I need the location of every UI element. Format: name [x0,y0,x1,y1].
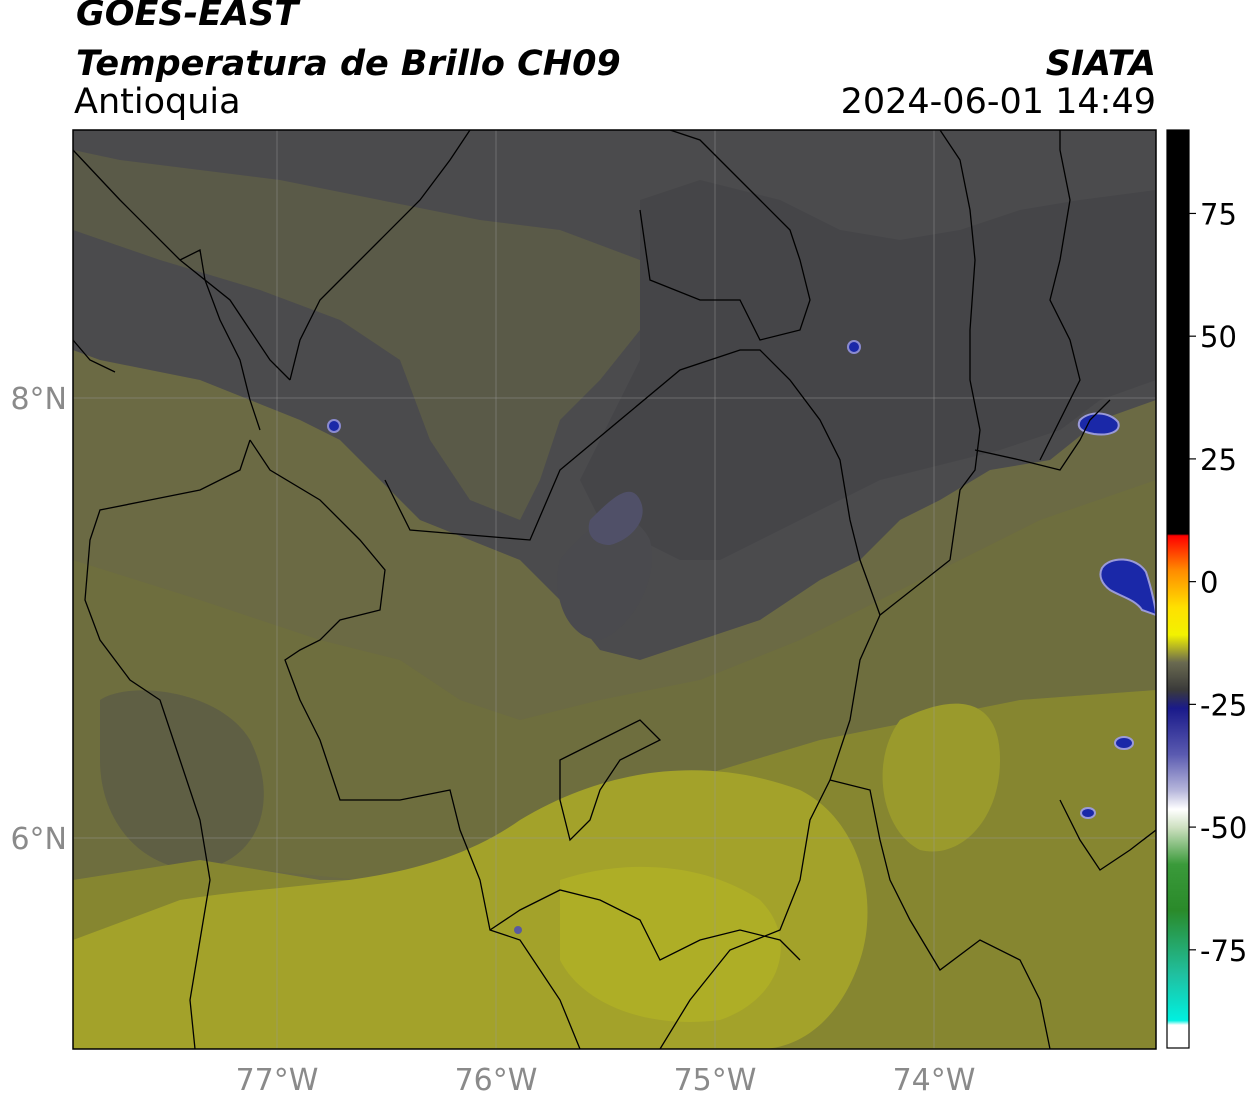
lat-tick-labels: 8°N 6°N [10,382,67,857]
colorbar-tick-label: 25 [1200,443,1237,477]
colorbar-tick-label: 75 [1200,197,1237,231]
political-boundaries [73,130,1156,1049]
lat-tick-label: 8°N [10,382,67,417]
lat-tick-label: 6°N [10,822,67,857]
colorbar-gradient [1166,129,1190,1049]
colorbar-tick-label: -75 [1200,934,1247,968]
colorbar-tick-label: 50 [1200,320,1237,354]
lon-tick-label: 74°W [893,1063,976,1098]
product-title: Temperatura de Brillo CH09 [76,44,621,84]
region-label: Antioquia [74,82,241,122]
map-frame [72,129,1157,1050]
colorbar-tick-label: 0 [1200,566,1218,600]
organization-label: SIATA [1045,44,1156,84]
satellite-title: GOES-EAST [76,0,299,34]
timestamp-label: 2024-06-01 14:49 [840,82,1156,122]
colorbar: 75 50 25 0 -25 -50 -75 [1166,129,1247,1049]
lon-tick-label: 75°W [674,1063,757,1098]
colorbar-tick-label: -25 [1200,688,1247,722]
lon-tick-label: 76°W [455,1063,538,1098]
lon-tick-label: 77°W [236,1063,319,1098]
colorbar-tick-label: -50 [1200,811,1247,845]
brightness-temperature-field [73,130,1156,1049]
lon-tick-labels: 77°W 76°W 75°W 74°W [236,1063,976,1098]
